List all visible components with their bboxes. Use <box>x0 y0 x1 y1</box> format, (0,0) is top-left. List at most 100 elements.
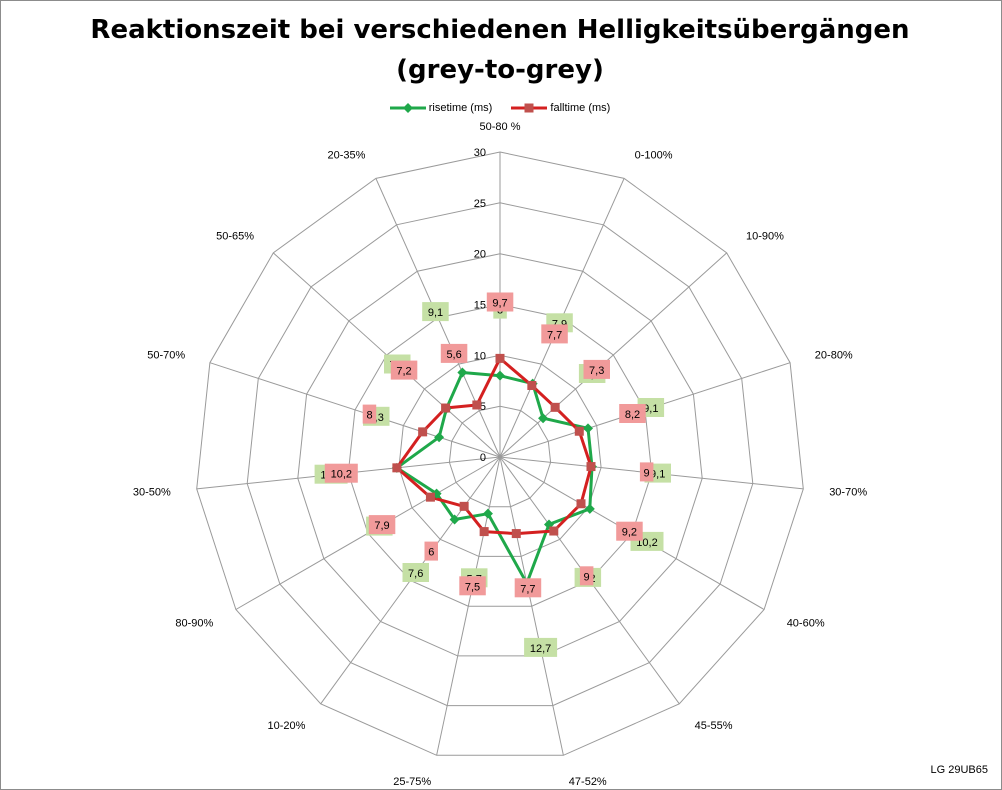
data-label-falltime: 7,2 <box>390 360 418 380</box>
data-point-risetime <box>584 503 595 514</box>
data-label-falltime: 5,6 <box>440 343 468 363</box>
legend-marker-risetime <box>389 103 426 114</box>
data-label-bg <box>619 404 646 423</box>
data-label-bg <box>440 343 468 363</box>
category-label: 50-65% <box>216 231 254 243</box>
data-label-text: 9,1 <box>650 469 665 481</box>
data-label-falltime: 7,7 <box>541 324 568 344</box>
data-point-falltime <box>418 427 428 437</box>
data-label-bg <box>402 563 429 582</box>
data-label-risetime: 9,1 <box>422 302 449 322</box>
legend-item-risetime: risetime (ms) <box>389 102 493 115</box>
data-point-falltime <box>472 400 482 410</box>
data-point-falltime <box>576 499 586 509</box>
series-line-falltime <box>395 357 593 536</box>
data-label-text: 5,6 <box>446 349 461 361</box>
data-label-falltime: 7,5 <box>459 576 486 596</box>
chart-title: Reaktionszeit bei verschiedenen Helligke… <box>90 15 910 45</box>
data-label-bg <box>616 521 643 541</box>
grid-spoke <box>436 456 501 756</box>
data-point-risetime <box>495 370 505 381</box>
data-label-falltime: 9 <box>579 566 594 586</box>
data-label-text: 9,2 <box>622 527 637 539</box>
category-label: 45-55% <box>695 720 733 732</box>
data-label-bg <box>362 404 377 424</box>
category-label: 80-90% <box>175 618 213 630</box>
grid-ring-25 <box>246 202 754 707</box>
data-label-bg <box>424 541 438 561</box>
data-point-falltime <box>527 380 537 390</box>
data-label-bg <box>514 578 542 598</box>
grid-spoke <box>499 456 564 756</box>
data-point-risetime <box>434 432 445 443</box>
data-label-text: 9,1 <box>428 307 443 319</box>
data-label-bg <box>422 302 449 322</box>
data-label-text: 8,2 <box>625 409 640 421</box>
grid-ring-30 <box>196 151 804 756</box>
data-label-falltime: 9,7 <box>486 292 514 312</box>
category-label: 47-52% <box>569 776 607 788</box>
data-label-text: 7,6 <box>408 568 423 580</box>
chart-subtitle: (grey-to-grey) <box>396 55 604 85</box>
category-label: 50-80 % <box>480 121 521 133</box>
axis-tick-label: 10 <box>474 350 486 362</box>
chart-legend: risetime (ms) falltime (ms) <box>0 102 1000 114</box>
grid-spoke <box>499 252 728 458</box>
grid-ring-20 <box>297 253 703 657</box>
data-label-falltime: 9 <box>639 462 654 482</box>
legend-label-falltime: falltime (ms) <box>550 102 611 115</box>
data-point-risetime <box>582 423 593 434</box>
data-label-text: 7,2 <box>396 366 411 378</box>
series-line-risetime <box>395 371 594 585</box>
data-point-risetime <box>457 367 468 378</box>
legend-label-risetime: risetime (ms) <box>428 102 493 115</box>
category-label: 10-90% <box>746 231 784 243</box>
category-label: 40-60% <box>787 618 825 630</box>
data-label-falltime: 7,7 <box>514 578 542 598</box>
axis-tick-label: 25 <box>474 198 486 210</box>
data-label-text: 12,7 <box>530 643 551 655</box>
category-label: 10-20% <box>267 720 305 732</box>
data-label-bg <box>524 637 558 657</box>
watermark: LG 29UB65 <box>930 764 988 776</box>
data-point-falltime <box>511 529 521 539</box>
data-label-bg <box>541 324 568 344</box>
axis-tick-label: 15 <box>474 300 486 312</box>
data-point-falltime <box>586 462 596 472</box>
data-label-falltime: 7,9 <box>368 515 396 535</box>
grid-spoke <box>209 362 501 458</box>
data-label-bg <box>368 515 396 535</box>
category-label: 50-70% <box>147 350 185 362</box>
legend-marker-falltime <box>511 103 548 113</box>
axis-tick-label: 20 <box>474 249 486 261</box>
data-point-risetime <box>449 514 460 525</box>
category-label: 30-70% <box>829 487 867 499</box>
data-label-falltime: 6 <box>424 541 438 561</box>
chart-title-block: Reaktionszeit bei verschiedenen Helligke… <box>0 10 1000 90</box>
data-label-falltime: 8,2 <box>619 404 646 423</box>
data-point-falltime <box>459 501 469 511</box>
data-label-text: 9 <box>644 467 650 479</box>
data-point-risetime <box>482 508 493 519</box>
legend-item-falltime: falltime (ms) <box>511 102 610 114</box>
category-label: 20-80% <box>815 350 853 362</box>
data-point-falltime <box>550 402 560 412</box>
data-label-text: 7,3 <box>589 365 604 377</box>
data-point-falltime <box>549 526 559 536</box>
axis-tick-label: 30 <box>474 147 486 159</box>
data-label-bg <box>583 359 610 379</box>
axis-tick-label: 0 <box>480 452 486 464</box>
data-label-text: 7,9 <box>374 520 389 532</box>
data-point-falltime <box>425 492 435 502</box>
data-label-risetime: 7,6 <box>402 563 429 582</box>
data-label-text: 9,7 <box>492 298 507 310</box>
data-label-falltime: 9,2 <box>616 521 643 541</box>
axis-tick-label: 5 <box>480 401 486 413</box>
category-label: 20-35% <box>327 150 365 162</box>
data-point-falltime <box>441 403 451 413</box>
data-label-bg <box>324 463 358 483</box>
grid-ring-15 <box>347 303 653 607</box>
data-point-risetime <box>538 413 549 424</box>
